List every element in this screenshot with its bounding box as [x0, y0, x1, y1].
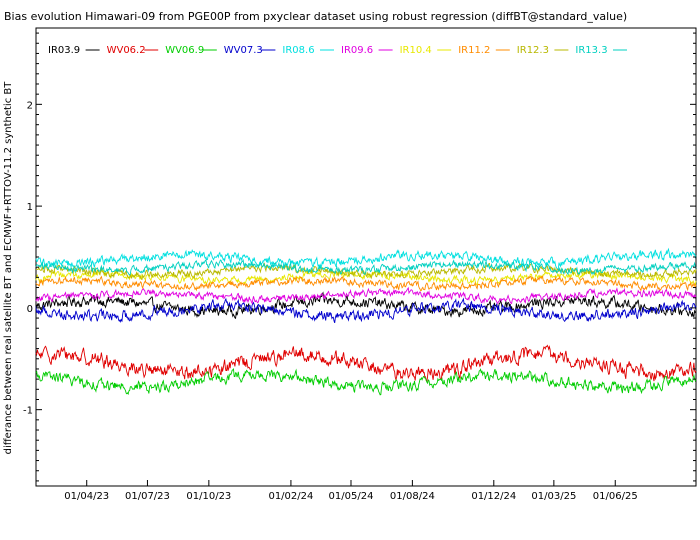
series-line-ir08-6	[35, 247, 697, 271]
y-tick-label: 0	[27, 304, 33, 315]
series-line-wv06-2	[35, 344, 697, 383]
x-tick-label: 01/05/24	[329, 491, 374, 502]
legend-label-ir12-3: IR12.3	[517, 45, 549, 56]
series-line-ir09-6	[35, 286, 697, 305]
legend-label-ir03-9: IR03.9	[48, 45, 80, 56]
y-tick-label: -1	[23, 406, 33, 417]
y-tick-label: 1	[27, 202, 33, 213]
legend-label-ir10-4: IR10.4	[400, 45, 432, 56]
legend-label-wv06-2: WV06.2	[107, 45, 146, 56]
series-layer	[35, 247, 697, 396]
legend-label-ir08-6: IR08.6	[282, 45, 314, 56]
legend: IR03.9 WV06.2 WV06.9 WV07.3 IR08.6 IR09.6 IR10…	[48, 45, 627, 56]
chart-title: Bias evolution Himawari-09 from PGE00P f…	[4, 10, 627, 23]
legend-label-wv07-3: WV07.3	[224, 45, 263, 56]
y-axis-label: differance between real satellite BT and…	[3, 81, 14, 455]
x-tick-label: 01/04/23	[64, 491, 109, 502]
x-tick-label: 01/03/25	[531, 491, 576, 502]
series-line-wv06-9	[35, 368, 697, 396]
series-line-ir12-3	[35, 262, 697, 281]
x-tick-label: 01/02/24	[268, 491, 313, 502]
legend-label-ir11-2: IR11.2	[458, 45, 490, 56]
series-line-wv07-3	[35, 297, 697, 324]
series-line-ir11-2	[35, 275, 697, 292]
y-tick-label: 2	[27, 100, 33, 111]
x-tick-label: 01/12/24	[471, 491, 516, 502]
x-tick-label: 01/10/23	[186, 491, 231, 502]
series-line-ir03-9	[35, 291, 697, 320]
legend-label-ir09-6: IR09.6	[341, 45, 373, 56]
axis-layer: -1 0 1 2 01/04/23 01/07/23 01/10/23 01/02/24 01/…	[23, 32, 696, 502]
series-line-ir13-3	[35, 258, 697, 276]
legend-label-ir13-3: IR13.3	[575, 45, 607, 56]
x-tick-label: 01/06/25	[593, 491, 638, 502]
x-tick-label: 01/08/24	[390, 491, 435, 502]
x-tick-label: 01/07/23	[125, 491, 170, 502]
legend-label-wv06-9: WV06.9	[165, 45, 204, 56]
